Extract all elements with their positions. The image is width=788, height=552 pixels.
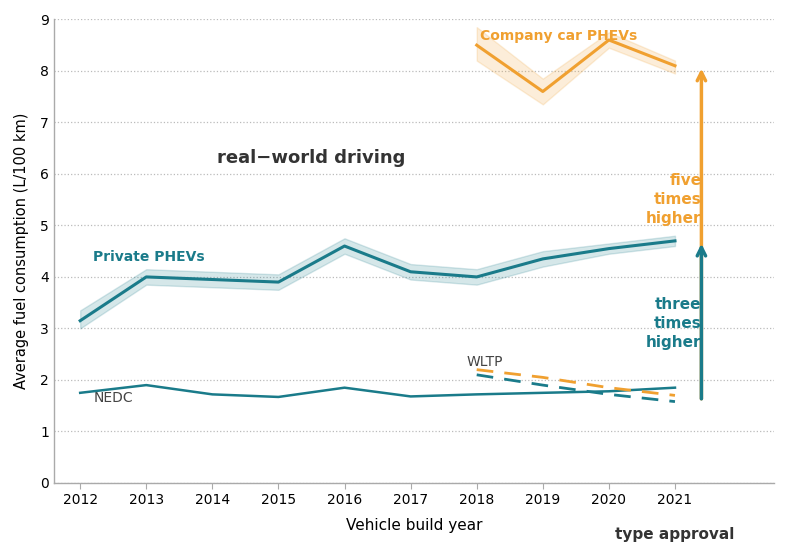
Text: NEDC: NEDC bbox=[94, 391, 133, 405]
Y-axis label: Average fuel consumption (L/100 km): Average fuel consumption (L/100 km) bbox=[14, 113, 29, 389]
Text: WLTP: WLTP bbox=[466, 354, 504, 369]
Text: real−world driving: real−world driving bbox=[217, 150, 406, 167]
Text: three
times
higher: three times higher bbox=[646, 296, 701, 350]
Text: Private PHEVs: Private PHEVs bbox=[94, 250, 205, 264]
Text: five
times
higher: five times higher bbox=[646, 173, 701, 226]
X-axis label: Vehicle build year: Vehicle build year bbox=[346, 518, 482, 533]
Text: type approval: type approval bbox=[615, 527, 734, 542]
Text: Company car PHEVs: Company car PHEVs bbox=[480, 29, 637, 43]
